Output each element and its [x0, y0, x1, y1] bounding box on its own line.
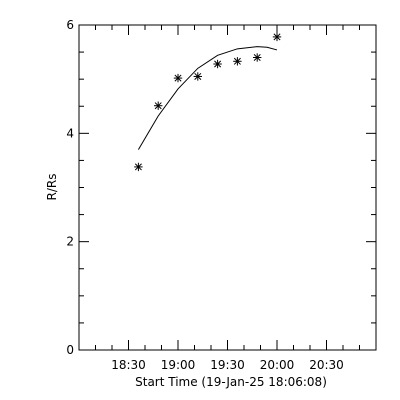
x-tick-label: 19:00 [161, 358, 196, 372]
y-axis-ticks [79, 24, 376, 351]
y-tick-label: 6 [66, 18, 74, 32]
data-point [173, 73, 183, 83]
x-tick-label: 19:30 [210, 358, 245, 372]
x-tick-label: 20:00 [260, 358, 295, 372]
fit-curve [137, 46, 278, 150]
data-points [134, 32, 282, 172]
data-point [154, 101, 163, 110]
x-axis-tick-labels: 18:30 19:00 19:30 20:00 20:30 [111, 358, 344, 372]
y-axis-tick-labels: 0 2 4 6 [66, 18, 74, 357]
y-tick-label: 4 [66, 126, 74, 140]
y-axis-label: R/Rs [45, 174, 59, 201]
data-point [193, 72, 202, 81]
x-tick-label: 20:30 [309, 358, 344, 372]
x-tick-label: 18:30 [111, 358, 146, 372]
data-point [213, 59, 222, 69]
data-point [134, 162, 143, 172]
x-axis-ticks [78, 25, 377, 350]
y-tick-label: 2 [66, 235, 74, 249]
data-point [272, 32, 282, 42]
plot-frame [78, 24, 377, 351]
data-point [233, 57, 242, 66]
x-axis-label: Start Time (19-Jan-25 18:06:08) [135, 375, 327, 389]
y-tick-label: 0 [66, 343, 74, 357]
data-point [253, 53, 262, 62]
